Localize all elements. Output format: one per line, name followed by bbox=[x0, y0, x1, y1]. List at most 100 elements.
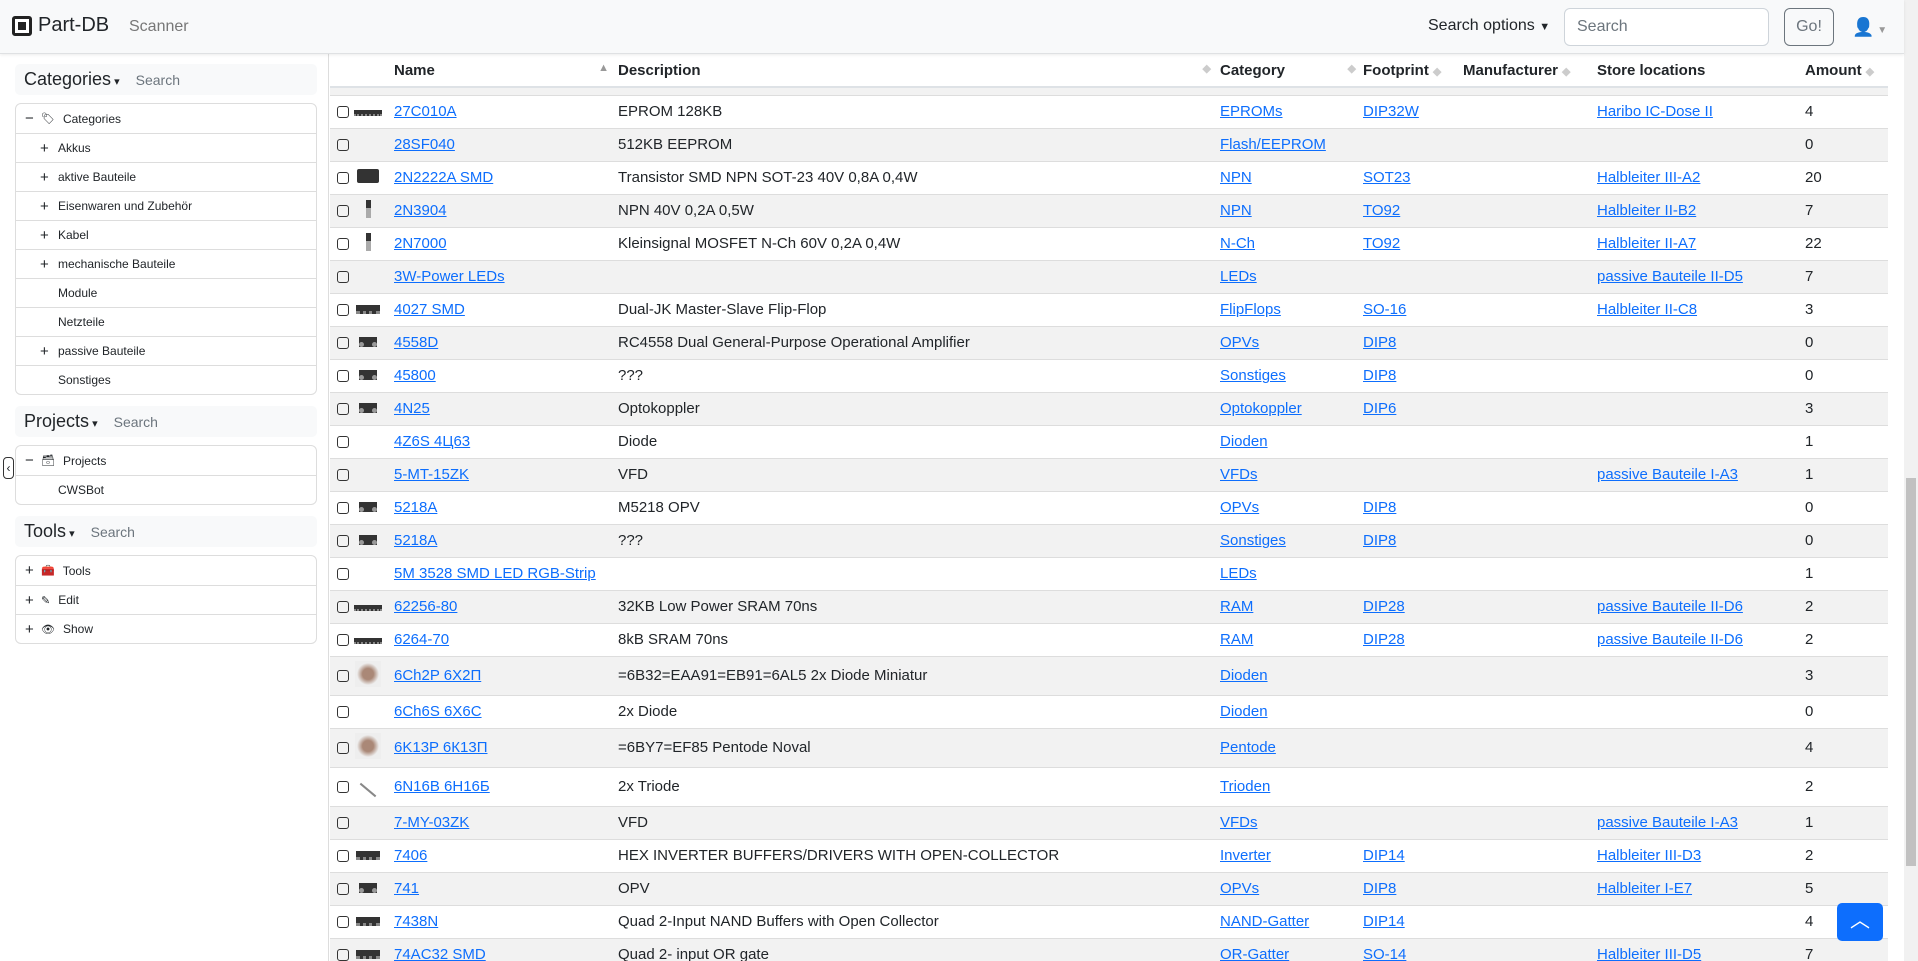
scrollbar-thumb[interactable] bbox=[1906, 478, 1916, 866]
footprint-link[interactable]: DIP8 bbox=[1363, 499, 1397, 516]
table-row[interactable]: 4558D RC4558 Dual General-Purpose Operat… bbox=[330, 326, 1888, 360]
table-row[interactable]: 6K13P 6К13П =6BY7=EF85 Pentode Noval Pen… bbox=[330, 728, 1888, 768]
row-checkbox[interactable] bbox=[337, 706, 349, 719]
category-link[interactable]: N-Ch bbox=[1220, 235, 1256, 252]
footprint-link[interactable]: DIP14 bbox=[1363, 847, 1405, 864]
category-link[interactable]: Pentode bbox=[1220, 739, 1276, 756]
part-name-link[interactable]: 6N16B 6Н16Б bbox=[394, 778, 490, 795]
part-name-link[interactable]: 4027 SMD bbox=[394, 301, 465, 318]
search-options-dropdown[interactable]: Search options ▼ bbox=[1428, 17, 1550, 35]
part-name-link[interactable]: 6Ch2P 6Х2П bbox=[394, 667, 482, 684]
part-name-link[interactable]: 7-MY-03ZK bbox=[394, 814, 470, 831]
category-link[interactable]: Sonstiges bbox=[1220, 532, 1286, 549]
part-name-link[interactable]: 6K13P 6К13П bbox=[394, 739, 488, 756]
category-link[interactable]: NPN bbox=[1220, 169, 1252, 186]
part-name-link[interactable]: 5-MT-15ZK bbox=[394, 466, 470, 483]
row-checkbox[interactable] bbox=[337, 237, 349, 250]
category-link[interactable]: Trioden bbox=[1220, 778, 1271, 795]
table-row[interactable]: 7-MY-03ZK VFD VFDs passive Bauteile I-A3… bbox=[330, 806, 1888, 840]
footprint-link[interactable]: DIP28 bbox=[1363, 631, 1405, 648]
category-link[interactable]: OPVs bbox=[1220, 880, 1260, 897]
tree-item[interactable]: + aktive Bauteile bbox=[16, 162, 316, 191]
table-row[interactable]: 741 OPV OPVs DIP8 Halbleiter I-E7 5 bbox=[330, 872, 1888, 906]
tree-item[interactable]: + mechanische Bauteile bbox=[16, 249, 316, 278]
category-link[interactable]: OPVs bbox=[1220, 499, 1260, 516]
row-checkbox[interactable] bbox=[337, 469, 349, 482]
part-name-link[interactable]: 7406 bbox=[394, 847, 428, 864]
expand-icon[interactable]: + bbox=[40, 342, 49, 360]
store-location-link[interactable]: Halbleiter III-D5 bbox=[1597, 946, 1702, 961]
part-name-link[interactable]: 45800 bbox=[394, 367, 436, 384]
col-name[interactable]: Name ▲ bbox=[393, 54, 617, 88]
part-name-link[interactable]: 2N2222A SMD bbox=[394, 169, 494, 186]
row-checkbox[interactable] bbox=[337, 849, 349, 862]
part-name-link[interactable]: 4558D bbox=[394, 334, 439, 351]
row-checkbox[interactable] bbox=[337, 501, 349, 514]
footprint-link[interactable]: DIP8 bbox=[1363, 532, 1397, 549]
tree-item[interactable]: Module bbox=[16, 278, 316, 307]
category-link[interactable]: Sonstiges bbox=[1220, 367, 1286, 384]
col-footprint[interactable]: Footprint ◆ bbox=[1362, 54, 1462, 88]
category-link[interactable]: EPROMs bbox=[1220, 103, 1283, 120]
tree-item[interactable]: + ✎ Edit bbox=[16, 585, 316, 614]
category-link[interactable]: OPVs bbox=[1220, 334, 1260, 351]
nav-scanner[interactable]: Scanner bbox=[129, 18, 189, 35]
store-location-link[interactable]: Halbleiter II-C8 bbox=[1597, 301, 1698, 318]
table-row[interactable]: 2N3904 NPN 40V 0,2A 0,5W NPN TO92 Halble… bbox=[330, 194, 1888, 228]
row-checkbox[interactable] bbox=[337, 303, 349, 316]
category-link[interactable]: Flash/EEPROM bbox=[1220, 136, 1326, 153]
row-checkbox[interactable] bbox=[337, 915, 349, 928]
footprint-link[interactable]: DIP8 bbox=[1363, 367, 1397, 384]
category-link[interactable]: RAM bbox=[1220, 631, 1254, 648]
row-checkbox[interactable] bbox=[337, 669, 349, 682]
row-checkbox[interactable] bbox=[337, 948, 349, 961]
row-checkbox[interactable] bbox=[337, 534, 349, 547]
table-row[interactable]: 2N7000 Kleinsignal MOSFET N-Ch 60V 0,2A … bbox=[330, 227, 1888, 261]
row-checkbox[interactable] bbox=[337, 171, 349, 184]
footprint-link[interactable]: SO-14 bbox=[1363, 946, 1407, 961]
table-row[interactable]: 6Ch6S 6Х6С 2x Diode Dioden 0 bbox=[330, 695, 1888, 729]
category-link[interactable]: Dioden bbox=[1220, 667, 1268, 684]
table-row[interactable]: 6Ch2P 6Х2П =6B32=EAA91=EB91=6AL5 2x Diod… bbox=[330, 656, 1888, 696]
col-manufacturer[interactable]: Manufacturer ◆ bbox=[1462, 54, 1596, 88]
col-amount[interactable]: Amount ◆ bbox=[1804, 54, 1888, 88]
part-name-link[interactable]: 62256-80 bbox=[394, 598, 458, 615]
part-name-link[interactable]: 4Z6S 4Ц63 bbox=[394, 433, 471, 450]
table-row[interactable]: 27C010A EPROM 128KB EPROMs DIP32W Haribo… bbox=[330, 95, 1888, 129]
store-location-link[interactable]: Halbleiter I-E7 bbox=[1597, 880, 1693, 897]
row-checkbox[interactable] bbox=[337, 369, 349, 382]
category-link[interactable]: Optokoppler bbox=[1220, 400, 1302, 417]
tree-item[interactable]: Sonstiges bbox=[16, 365, 316, 394]
store-location-link[interactable]: Halbleiter II-A7 bbox=[1597, 235, 1697, 252]
expand-icon[interactable]: + bbox=[40, 197, 49, 215]
category-link[interactable]: VFDs bbox=[1220, 466, 1258, 483]
category-link[interactable]: FlipFlops bbox=[1220, 301, 1281, 318]
table-row[interactable]: 5218A ??? Sonstiges DIP8 0 bbox=[330, 524, 1888, 558]
tree-item[interactable]: CWSBot bbox=[16, 475, 316, 504]
part-name-link[interactable]: 5218A bbox=[394, 499, 438, 516]
row-checkbox[interactable] bbox=[337, 568, 349, 581]
row-checkbox[interactable] bbox=[337, 336, 349, 349]
search-input[interactable] bbox=[1564, 8, 1769, 46]
row-checkbox[interactable] bbox=[337, 105, 349, 118]
expand-icon[interactable]: + bbox=[25, 620, 34, 638]
tools-dropdown[interactable]: Tools bbox=[24, 521, 75, 542]
table-row[interactable]: 2N2222A SMD Transistor SMD NPN SOT-23 40… bbox=[330, 161, 1888, 195]
store-location-link[interactable]: Halbleiter II-B2 bbox=[1597, 202, 1697, 219]
store-location-link[interactable]: passive Bauteile I-A3 bbox=[1597, 466, 1738, 483]
expand-icon[interactable]: + bbox=[25, 562, 34, 579]
expand-icon[interactable]: + bbox=[40, 226, 49, 244]
part-name-link[interactable]: 5M 3528 SMD LED RGB-Strip bbox=[394, 565, 596, 582]
row-checkbox[interactable] bbox=[337, 436, 349, 449]
category-link[interactable]: NPN bbox=[1220, 202, 1252, 219]
categories-dropdown[interactable]: Categories bbox=[24, 69, 120, 90]
tree-item[interactable]: + passive Bauteile bbox=[16, 336, 316, 365]
part-name-link[interactable]: 28SF040 bbox=[394, 136, 455, 153]
table-row[interactable]: 62256-80 32KB Low Power SRAM 70ns RAM DI… bbox=[330, 590, 1888, 624]
table-row[interactable]: 28SF040 512KB EEPROM Flash/EEPROM 0 bbox=[330, 128, 1888, 162]
table-row[interactable]: 5M 3528 SMD LED RGB-Strip LEDs 1 bbox=[330, 557, 1888, 591]
expand-icon[interactable]: + bbox=[40, 168, 49, 186]
part-name-link[interactable]: 6264-70 bbox=[394, 631, 450, 648]
footprint-link[interactable]: TO92 bbox=[1363, 235, 1401, 252]
part-name-link[interactable]: 2N7000 bbox=[394, 235, 447, 252]
